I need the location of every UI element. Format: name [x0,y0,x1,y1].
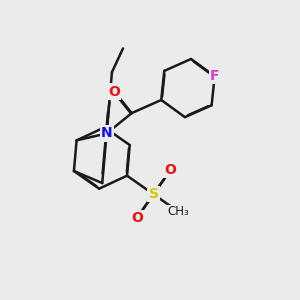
Text: O: O [108,85,120,99]
Text: O: O [131,211,143,225]
Text: F: F [210,69,219,83]
Text: S: S [148,187,158,201]
Text: O: O [164,163,176,177]
Text: N: N [101,126,112,140]
Text: CH₃: CH₃ [168,206,190,218]
